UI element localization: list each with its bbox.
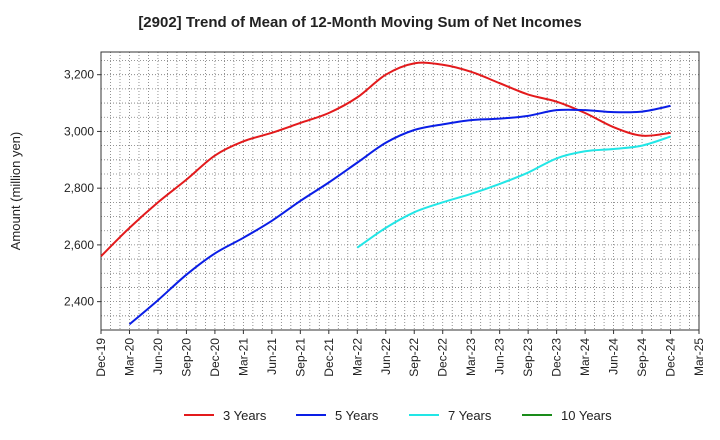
grid <box>101 52 699 330</box>
legend-label: 3 Years <box>223 408 267 423</box>
x-tick-label: Jun-24 <box>607 338 621 375</box>
x-tick-label: Jun-23 <box>493 338 507 375</box>
x-tick-label: Dec-20 <box>208 338 222 377</box>
chart-title: [2902] Trend of Mean of 12-Month Moving … <box>138 14 582 31</box>
x-tick-label: Jun-21 <box>265 338 279 375</box>
series-line-5-years <box>128 104 671 326</box>
x-tick-label: Mar-22 <box>350 338 364 376</box>
x-tick-label: Sep-24 <box>635 338 649 377</box>
x-tick-label: Dec-22 <box>436 338 450 377</box>
x-tick-label: Mar-25 <box>692 338 706 376</box>
y-tick-label: 2,800 <box>64 181 94 195</box>
y-tick-label: 3,200 <box>64 68 94 82</box>
plot-area <box>101 52 699 330</box>
x-tick-label: Jun-22 <box>379 338 393 375</box>
x-axis: Dec-19 Mar-20 Jun-20 Sep-20 Dec-20 Mar-21 Jun-… <box>94 330 706 377</box>
y-tick-label: 2,400 <box>64 295 94 309</box>
x-tick-label: Jun-20 <box>151 338 165 375</box>
legend-label: 5 Years <box>335 408 379 423</box>
x-tick-label: Mar-23 <box>464 338 478 376</box>
x-tick-label: Mar-24 <box>578 338 592 376</box>
x-tick-label: Sep-21 <box>293 338 307 377</box>
series-line-7-years <box>356 135 671 249</box>
x-tick-label: Sep-22 <box>407 338 421 377</box>
x-tick-label: Mar-21 <box>236 338 250 376</box>
y-axis-title: Amount (million yen) <box>8 132 23 251</box>
x-tick-label: Sep-23 <box>521 338 535 377</box>
series-lines <box>100 61 671 326</box>
legend-label: 7 Years <box>448 408 492 423</box>
plot-border <box>100 51 700 331</box>
x-tick-label: Dec-21 <box>322 338 336 377</box>
y-tick-label: 3,000 <box>64 124 94 138</box>
x-tick-label: Sep-20 <box>179 338 193 377</box>
x-tick-label: Dec-23 <box>550 338 564 377</box>
y-axis: 2,400 2,600 2,800 3,000 3,200 <box>64 68 101 309</box>
legend: 3 Years 5 Years 7 Years 10 Years <box>184 408 612 423</box>
y-tick-label: 2,600 <box>64 238 94 252</box>
x-tick-label: Dec-24 <box>664 338 678 377</box>
x-tick-label: Mar-20 <box>122 338 136 376</box>
legend-label: 10 Years <box>561 408 612 423</box>
x-tick-label: Dec-19 <box>94 338 108 377</box>
